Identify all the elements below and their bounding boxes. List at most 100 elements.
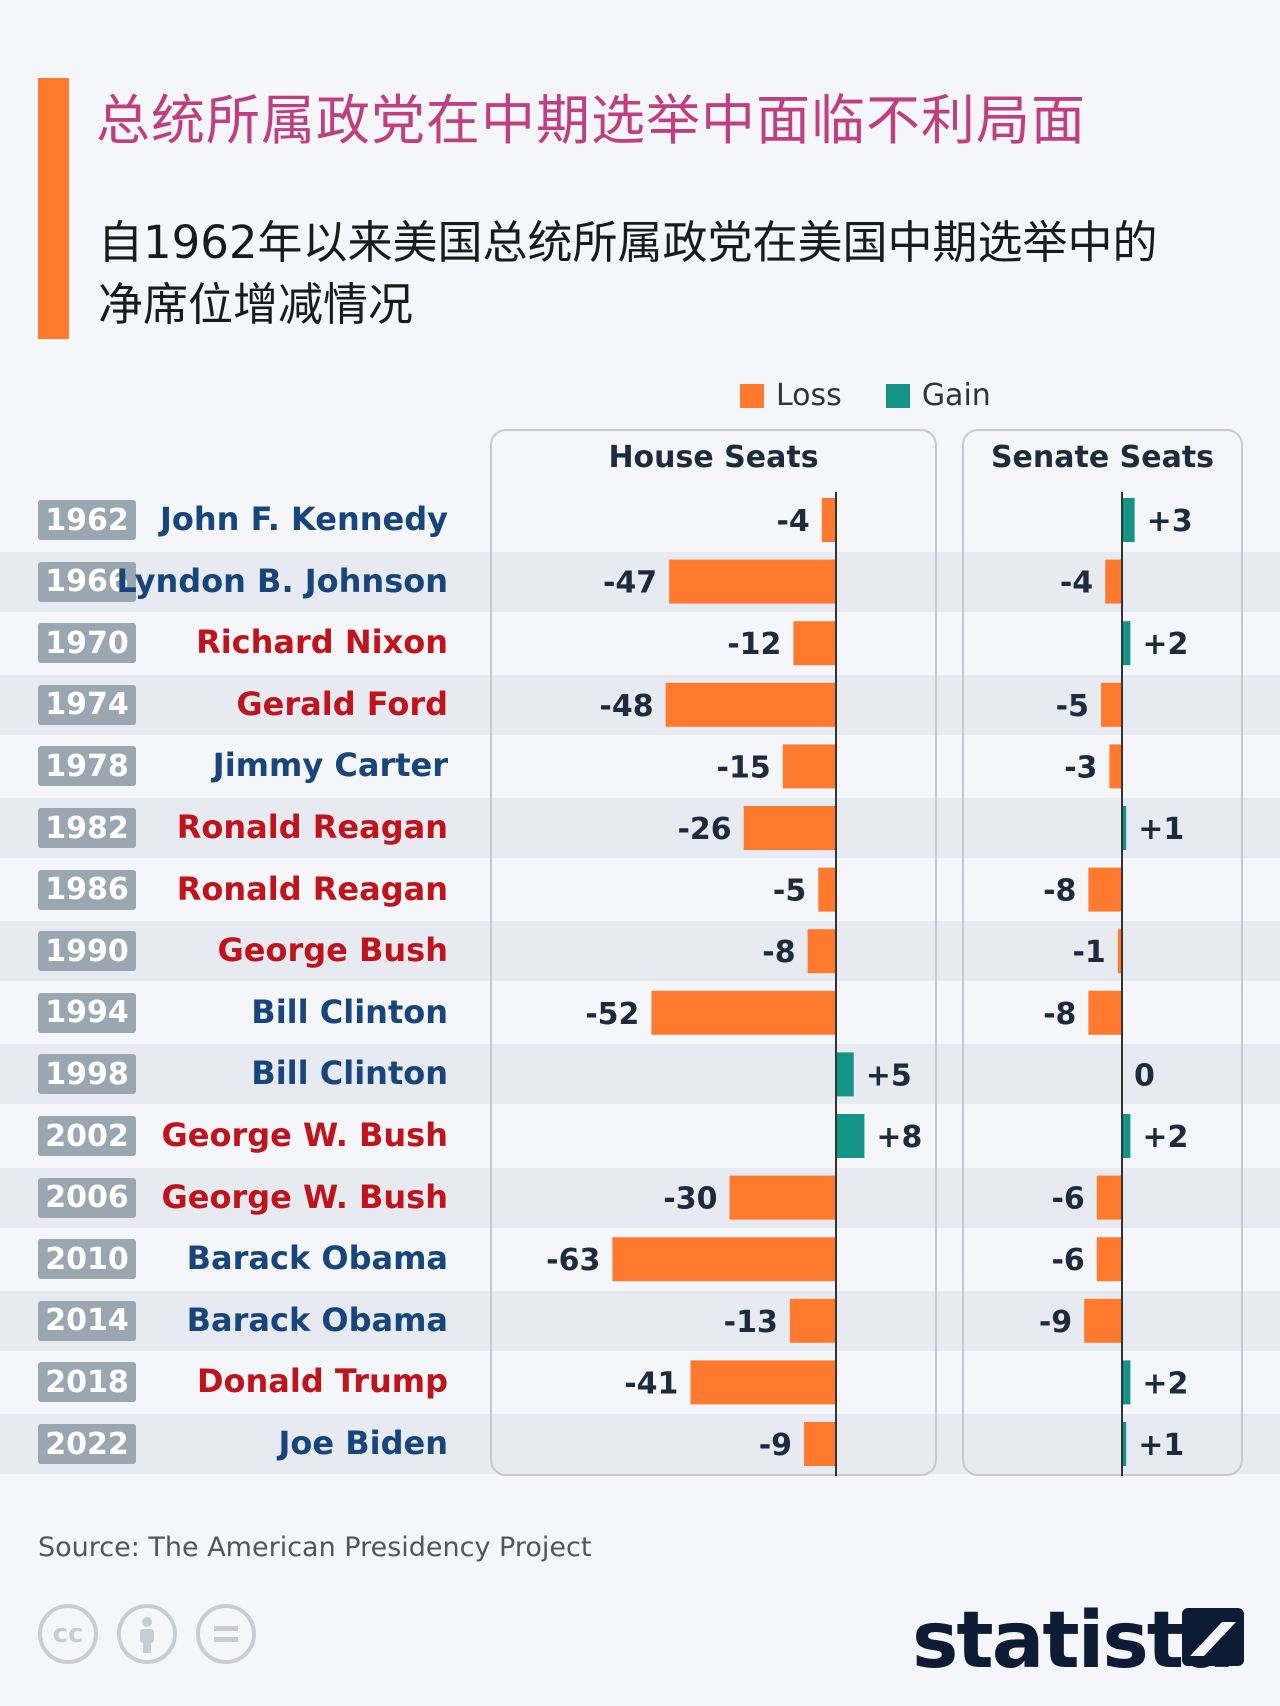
year-badge: 1978 — [38, 746, 136, 787]
house-bar — [612, 1237, 836, 1282]
row-stripe — [0, 551, 1280, 612]
senate-value-label: -8 — [1043, 874, 1076, 909]
house-bar — [669, 559, 836, 604]
year-badge: 1986 — [38, 869, 136, 910]
senate-bar — [1109, 744, 1122, 789]
legend-gain-label: Gain — [921, 378, 991, 413]
row-stripe — [0, 674, 1280, 735]
president-name: Ronald Reagan — [176, 808, 448, 846]
cc-icon: cc — [38, 1604, 98, 1664]
senate-value-label: +2 — [1142, 1120, 1188, 1155]
chart-subtitle: 自1962年以来美国总统所属政党在美国中期选举中的净席位增减情况 — [98, 216, 1158, 331]
president-name: George W. Bush — [161, 1116, 448, 1154]
row-stripe — [0, 798, 1280, 858]
chart-title: 总统所属政党在中期选举中面临不利局面 — [96, 89, 1086, 152]
house-value-label: -41 — [624, 1366, 678, 1401]
senate-value-label: +3 — [1147, 504, 1193, 539]
senate-value-label: -6 — [1051, 1182, 1084, 1217]
senate-bar — [1122, 498, 1135, 542]
house-value-label: -26 — [677, 812, 731, 847]
house-bar — [793, 621, 836, 666]
president-name: Jimmy Carter — [212, 746, 448, 785]
senate-value-label: +2 — [1142, 1366, 1188, 1401]
attribution-icon — [117, 1604, 177, 1664]
senate-value-label: -5 — [1056, 689, 1089, 724]
house-bar — [690, 1360, 836, 1405]
house-value-label: -4 — [776, 504, 809, 539]
president-name: Ronald Reagan — [176, 869, 448, 908]
year-badge: 1994 — [38, 992, 136, 1033]
house-bar — [789, 1298, 836, 1343]
house-value-label: +5 — [866, 1058, 912, 1093]
senate-value-label: +1 — [1138, 812, 1184, 847]
legend-gain-swatch — [885, 383, 910, 408]
senate-bar — [1101, 682, 1122, 727]
house-value-label: -5 — [773, 874, 806, 909]
row-stripe — [0, 1290, 1280, 1351]
president-name: Bill Clinton — [251, 992, 448, 1031]
senate-value-label: -1 — [1072, 935, 1105, 970]
president-name: Barack Obama — [186, 1239, 448, 1278]
senate-value-label: -9 — [1039, 1305, 1072, 1340]
year-badge: 2006 — [38, 1177, 136, 1218]
year-badge: 1970 — [38, 623, 136, 664]
house-value-label: -9 — [759, 1428, 792, 1463]
senate-value-label: -3 — [1064, 750, 1097, 785]
year-badge: 1982 — [38, 808, 136, 848]
source-note: Source: The American Presidency Project — [38, 1532, 592, 1563]
senate-panel — [962, 429, 1243, 1476]
year-badge: 2014 — [38, 1300, 136, 1341]
house-value-label: -13 — [724, 1305, 778, 1340]
senate-bar — [1122, 621, 1131, 666]
senate-value-label: -6 — [1051, 1243, 1084, 1278]
senate-bar — [1105, 559, 1122, 604]
year-badge: 1966 — [38, 561, 136, 602]
house-value-label: +8 — [876, 1120, 922, 1155]
senate-bar — [1088, 867, 1122, 912]
senate-bar — [1096, 1237, 1122, 1282]
senate-value-label: 0 — [1134, 1058, 1155, 1093]
row-stripe — [0, 921, 1280, 982]
senate-bar — [1117, 929, 1122, 974]
president-name: Joe Biden — [278, 1424, 448, 1462]
house-bar — [729, 1175, 836, 1220]
senate-bar — [1088, 990, 1122, 1035]
president-name: Donald Trump — [196, 1362, 448, 1401]
house-value-label: -47 — [603, 566, 657, 601]
house-value-label: -63 — [546, 1243, 600, 1278]
no-derivatives-icon — [196, 1604, 256, 1664]
year-badge: 2002 — [38, 1116, 136, 1156]
year-badge: 2022 — [38, 1424, 136, 1464]
senate-value-label: +2 — [1142, 627, 1188, 662]
legend: Loss Gain — [740, 378, 1035, 413]
senate-bar — [1122, 1422, 1127, 1466]
house-bar — [651, 990, 836, 1035]
year-badge: 1962 — [38, 500, 136, 540]
senate-bar — [1122, 1360, 1131, 1405]
house-bar — [782, 744, 836, 789]
year-badge: 1990 — [38, 931, 136, 972]
senate-bar — [1122, 1114, 1131, 1158]
senate-bar — [1084, 1298, 1122, 1343]
house-bar — [665, 682, 836, 727]
year-badge: 2018 — [38, 1362, 136, 1403]
house-value-label: -52 — [585, 997, 639, 1032]
house-bar — [836, 1052, 854, 1097]
president-name: Gerald Ford — [236, 684, 448, 723]
house-bar — [818, 867, 836, 912]
title-accent-bar — [38, 78, 69, 339]
legend-loss-label: Loss — [776, 378, 842, 413]
house-panel — [490, 429, 937, 1476]
senate-value-label: +1 — [1138, 1428, 1184, 1463]
senate-panel-title: Senate Seats — [990, 440, 1215, 475]
statista-mark-icon — [1182, 1608, 1244, 1666]
row-stripe — [0, 1414, 1280, 1474]
house-value-label: -8 — [762, 935, 795, 970]
president-name: John F. Kennedy — [159, 500, 448, 538]
senate-bar — [1096, 1175, 1122, 1220]
president-name: Barack Obama — [186, 1300, 448, 1339]
senate-value-label: -8 — [1043, 997, 1076, 1032]
house-panel-title: House Seats — [608, 440, 819, 475]
president-name: George W. Bush — [161, 1177, 448, 1216]
